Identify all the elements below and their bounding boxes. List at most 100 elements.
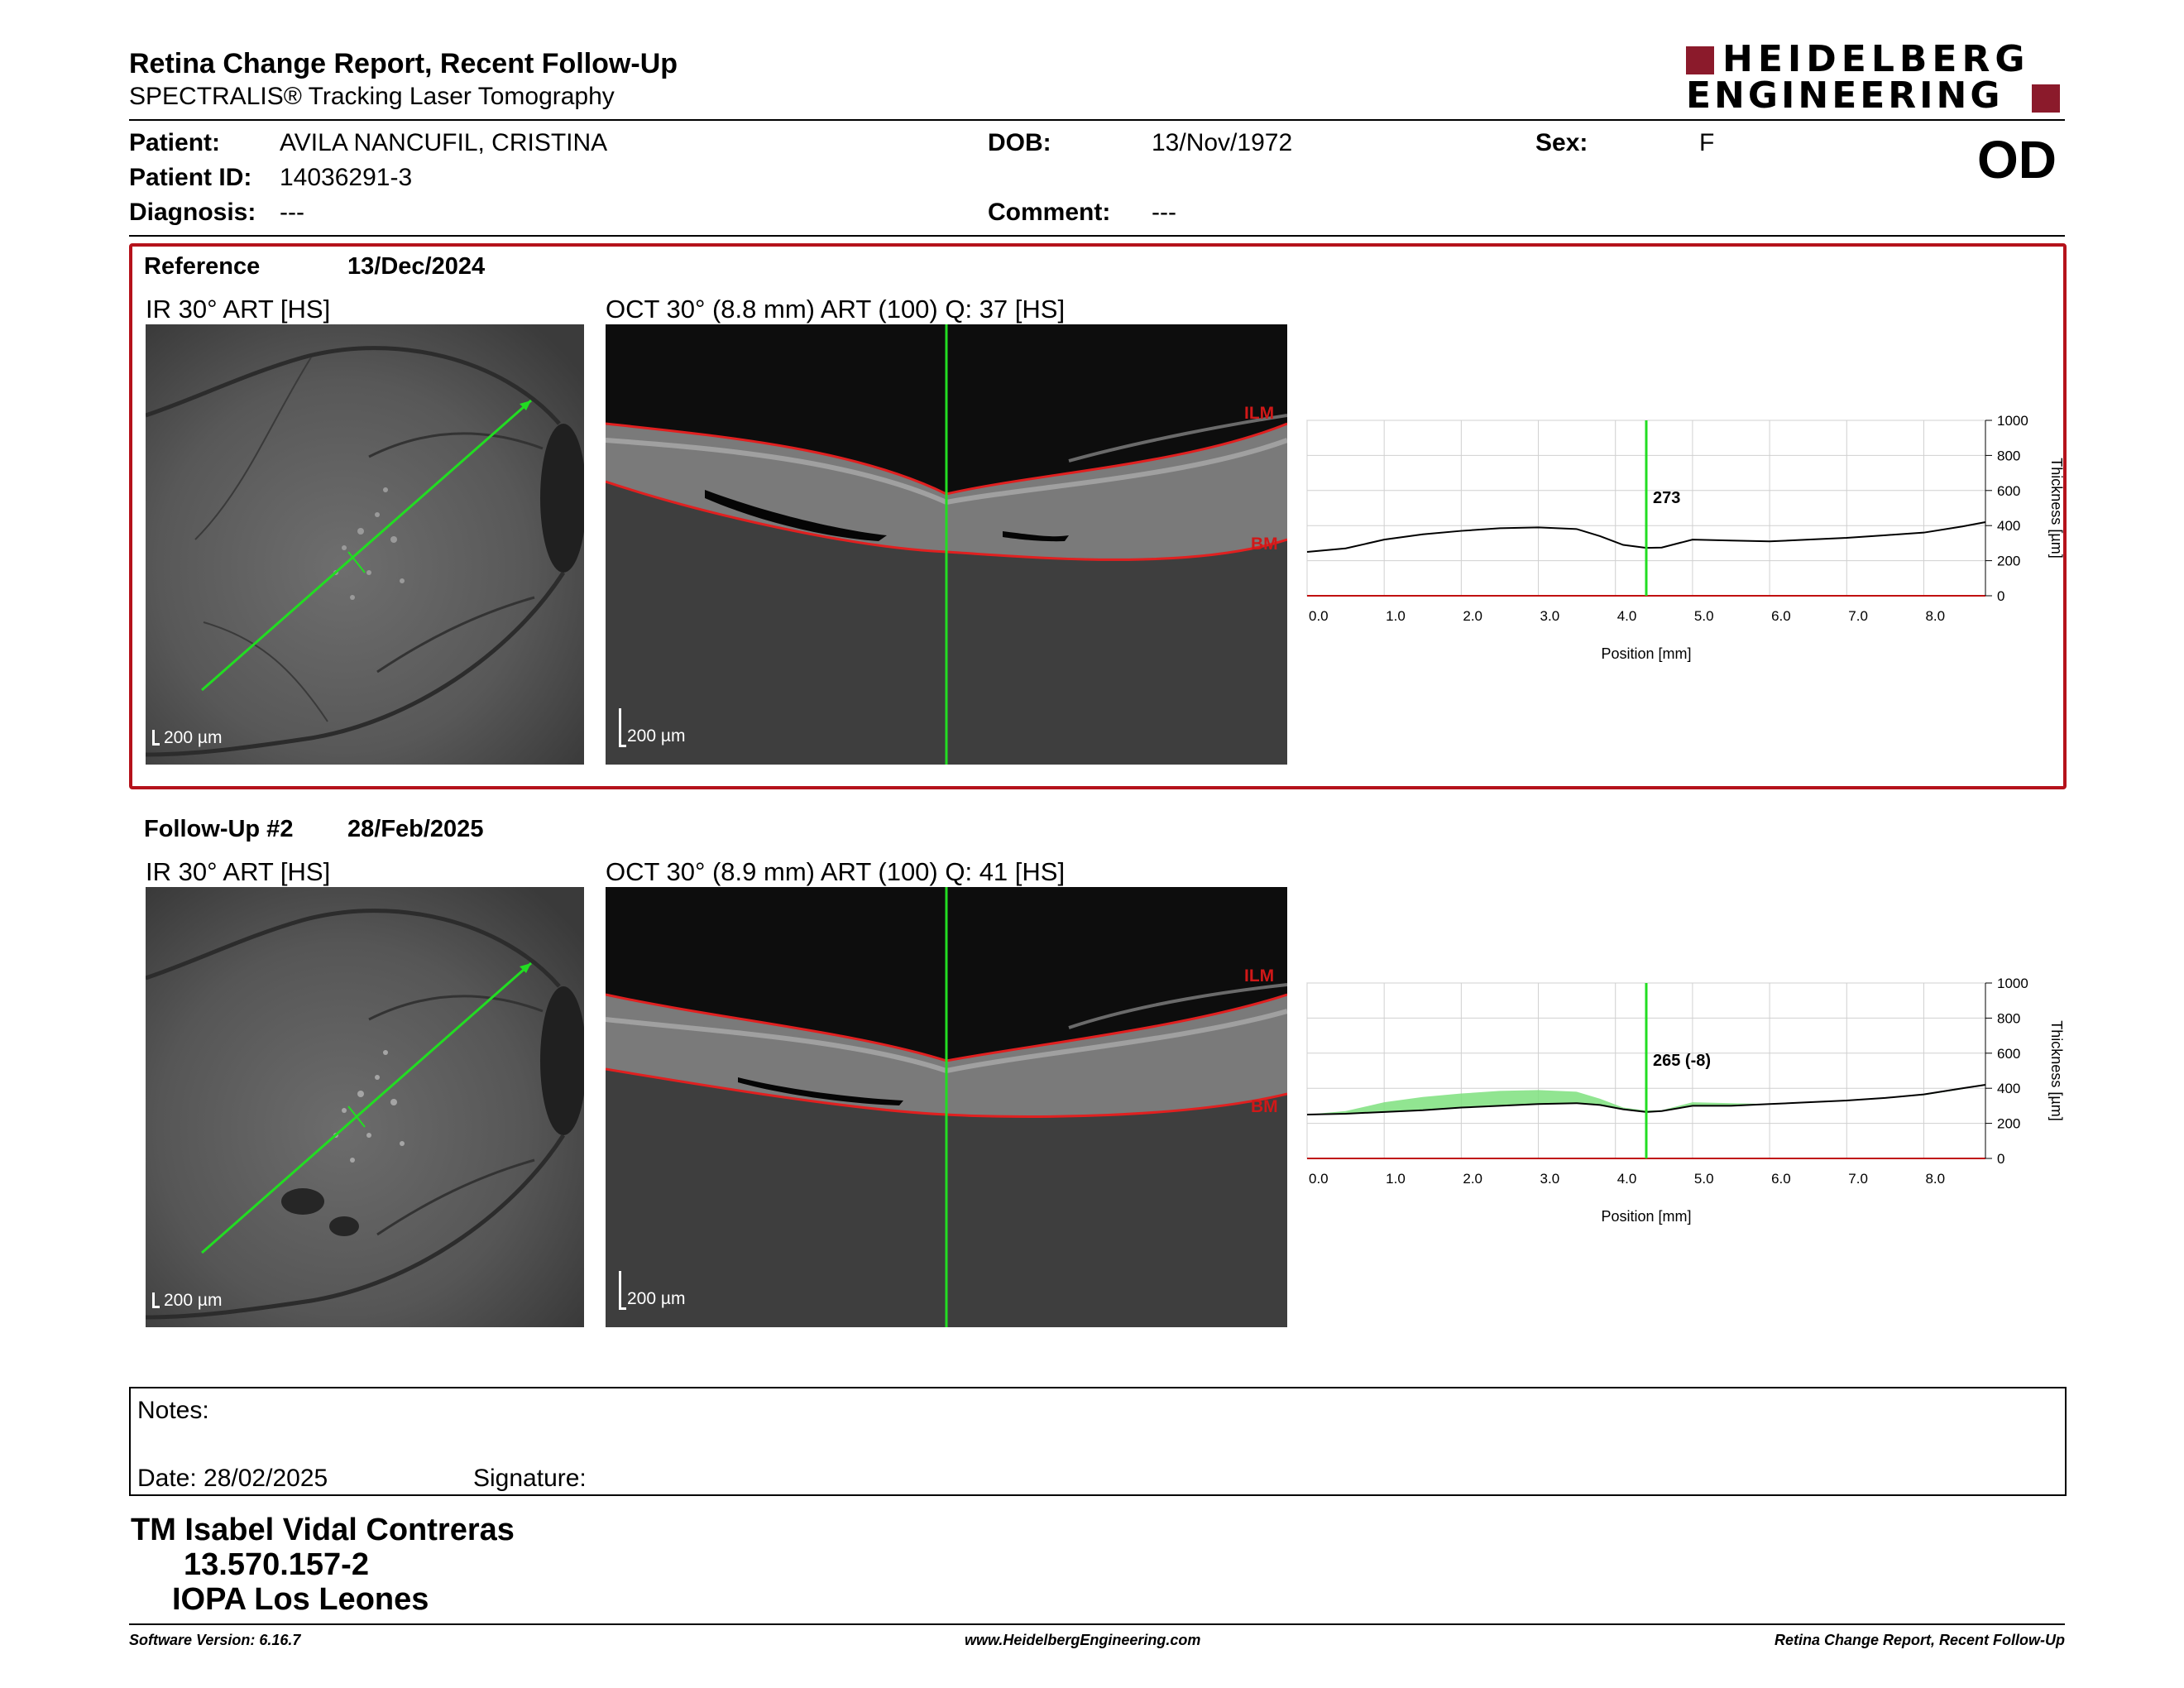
reference-ir-scale: 200 µm	[164, 728, 223, 747]
reference-ilm-label: ILM	[1244, 404, 1275, 423]
sex-label: Sex:	[1535, 129, 1588, 156]
patient-name: AVILA NANCUFIL, CRISTINA	[280, 129, 608, 156]
followup-oct-image[interactable]: ILM BM 200 µm	[606, 887, 1287, 1327]
footer-divider	[129, 1623, 2065, 1625]
x-tick-label: 4.0	[1617, 1171, 1637, 1187]
y-tick-label: 0	[1997, 588, 2004, 604]
x-tick-label: 7.0	[1848, 608, 1868, 624]
x-axis-label: Position [mm]	[1601, 645, 1691, 662]
patient-label: Patient:	[129, 129, 221, 156]
y-tick-label: 200	[1997, 1116, 2020, 1132]
y-tick-label: 600	[1997, 1046, 2020, 1062]
reference-label: Reference	[144, 253, 261, 280]
x-tick-label: 0.0	[1309, 608, 1329, 624]
notes-date: Date: 28/02/2025	[137, 1465, 328, 1492]
x-tick-label: 0.0	[1309, 1171, 1329, 1187]
logo-text-line1: HEIDELBERG	[1722, 38, 2030, 80]
notes-signature: Signature:	[473, 1465, 587, 1492]
y-axis-label: Thickness [µm]	[2048, 458, 2065, 558]
reference-oct-image[interactable]: ILM BM 200 µm	[606, 324, 1287, 765]
x-tick-label: 8.0	[1925, 608, 1945, 624]
y-tick-label: 800	[1997, 1010, 2020, 1026]
followup-oct-scale-bar	[619, 1271, 626, 1310]
followup-oct-svg	[606, 887, 1287, 1327]
followup-date: 28/Feb/2025	[347, 816, 484, 842]
x-tick-label: 2.0	[1463, 608, 1482, 624]
x-tick-label: 5.0	[1694, 608, 1714, 624]
patient-id-value: 14036291-3	[280, 164, 413, 191]
x-tick-label: 4.0	[1617, 608, 1637, 624]
x-tick-label: 6.0	[1771, 608, 1791, 624]
x-tick-label: 3.0	[1540, 608, 1560, 624]
reference-date: 13/Dec/2024	[347, 253, 486, 280]
reference-oct-scale-bar	[619, 708, 626, 747]
logo-text-line2: ENGINEERING	[1686, 74, 2004, 117]
y-tick-label: 400	[1997, 518, 2020, 534]
x-tick-label: 5.0	[1694, 1171, 1714, 1187]
website-link[interactable]: www.HeidelbergEngineering.com	[965, 1632, 1201, 1648]
dob-label: DOB:	[988, 129, 1051, 156]
followup-ir-scale: 200 µm	[164, 1291, 223, 1310]
x-tick-label: 7.0	[1848, 1171, 1868, 1187]
diagnosis-label: Diagnosis:	[129, 199, 256, 226]
y-tick-label: 1000	[1997, 976, 2028, 991]
report-title: Retina Change Report, Recent Follow-Up	[129, 48, 678, 79]
x-tick-label: 1.0	[1386, 608, 1406, 624]
report-subtitle: SPECTRALIS® Tracking Laser Tomography	[129, 83, 615, 110]
followup-thickness-chart: 0.0 1.0 2.0 3.0 4.0 5.0 6.0 7.0 8.0 0 200 400 600 800…	[1306, 976, 2065, 1225]
cursor-value-label: 265 (-8)	[1653, 1052, 1711, 1070]
chart-1-group: 0.0 1.0 2.0 3.0 4.0 5.0 6.0 7.0 8.0 0 200 400 600 800…	[1306, 976, 2065, 1225]
y-tick-label: 1000	[1997, 414, 2028, 429]
reference-oct-svg	[606, 324, 1287, 765]
dob-value: 13/Nov/1972	[1152, 129, 1293, 156]
cursor-value-label: 273	[1653, 489, 1680, 507]
x-axis-label: Position [mm]	[1601, 1208, 1691, 1225]
header-divider	[129, 119, 2065, 121]
y-tick-label: 400	[1997, 1081, 2020, 1096]
diagnosis-value: ---	[280, 199, 304, 226]
y-tick-label: 200	[1997, 554, 2020, 569]
patient-id-label: Patient ID:	[129, 164, 252, 191]
reference-ir-caption: IR 30° ART [HS]	[146, 295, 331, 324]
x-tick-label: 1.0	[1386, 1171, 1406, 1187]
followup-bm-label: BM	[1251, 1097, 1278, 1116]
heidelberg-logo: HEIDELBERG ENGINEERING	[1686, 38, 2070, 117]
logo-square-top	[1686, 46, 1714, 74]
chart-0-group: 0.0 1.0 2.0 3.0 4.0 5.0 6.0 7.0 8.0 0 200 400 600 800…	[1306, 414, 2065, 662]
followup-ir-caption: IR 30° ART [HS]	[146, 857, 331, 886]
y-tick-label: 600	[1997, 483, 2020, 499]
x-tick-label: 3.0	[1540, 1171, 1560, 1187]
sex-value: F	[1699, 129, 1715, 156]
logo-square-bottom	[2032, 84, 2060, 113]
patient-divider	[129, 235, 2065, 237]
reference-ir-scale-bar	[152, 730, 160, 746]
reference-oct-caption: OCT 30° (8.8 mm) ART (100) Q: 37 [HS]	[606, 295, 1066, 324]
y-axis-label: Thickness [µm]	[2048, 1020, 2065, 1120]
reference-frame	[129, 243, 2067, 789]
notes-label: Notes:	[137, 1397, 209, 1424]
followup-fundus-svg	[146, 887, 584, 1327]
software-version: Software Version: 6.16.7	[129, 1632, 301, 1648]
y-tick-label: 0	[1997, 1151, 2004, 1167]
reference-thickness-chart: 0.0 1.0 2.0 3.0 4.0 5.0 6.0 7.0 8.0 0 200 400 600 800…	[1306, 414, 2065, 662]
comment-label: Comment:	[988, 199, 1111, 226]
reference-bm-label: BM	[1251, 535, 1278, 554]
followup-oct-caption: OCT 30° (8.9 mm) ART (100) Q: 41 [HS]	[606, 857, 1066, 886]
reference-fundus-svg	[146, 324, 584, 765]
x-tick-label: 8.0	[1925, 1171, 1945, 1187]
followup-label: Follow-Up #2	[144, 816, 294, 842]
x-tick-label: 6.0	[1771, 1171, 1791, 1187]
eye-indicator: OD	[1977, 130, 2057, 189]
followup-ir-image[interactable]: 200 µm	[146, 887, 584, 1327]
followup-oct-scale: 200 µm	[627, 1289, 686, 1308]
x-tick-label: 2.0	[1463, 1171, 1482, 1187]
signer-name: TM Isabel Vidal Contreras	[131, 1513, 515, 1547]
followup-ir-scale-bar	[152, 1292, 160, 1308]
reference-oct-scale: 200 µm	[627, 727, 686, 746]
followup-ilm-label: ILM	[1244, 966, 1275, 985]
signer-rut: 13.570.157-2	[184, 1547, 369, 1582]
notes-box[interactable]: Notes: Date: 28/02/2025 Signature:	[129, 1387, 2067, 1496]
reference-ir-image[interactable]: 200 µm	[146, 324, 584, 765]
footer-report-name: Retina Change Report, Recent Follow-Up	[1774, 1632, 2065, 1648]
signer-org: IOPA Los Leones	[172, 1582, 429, 1617]
